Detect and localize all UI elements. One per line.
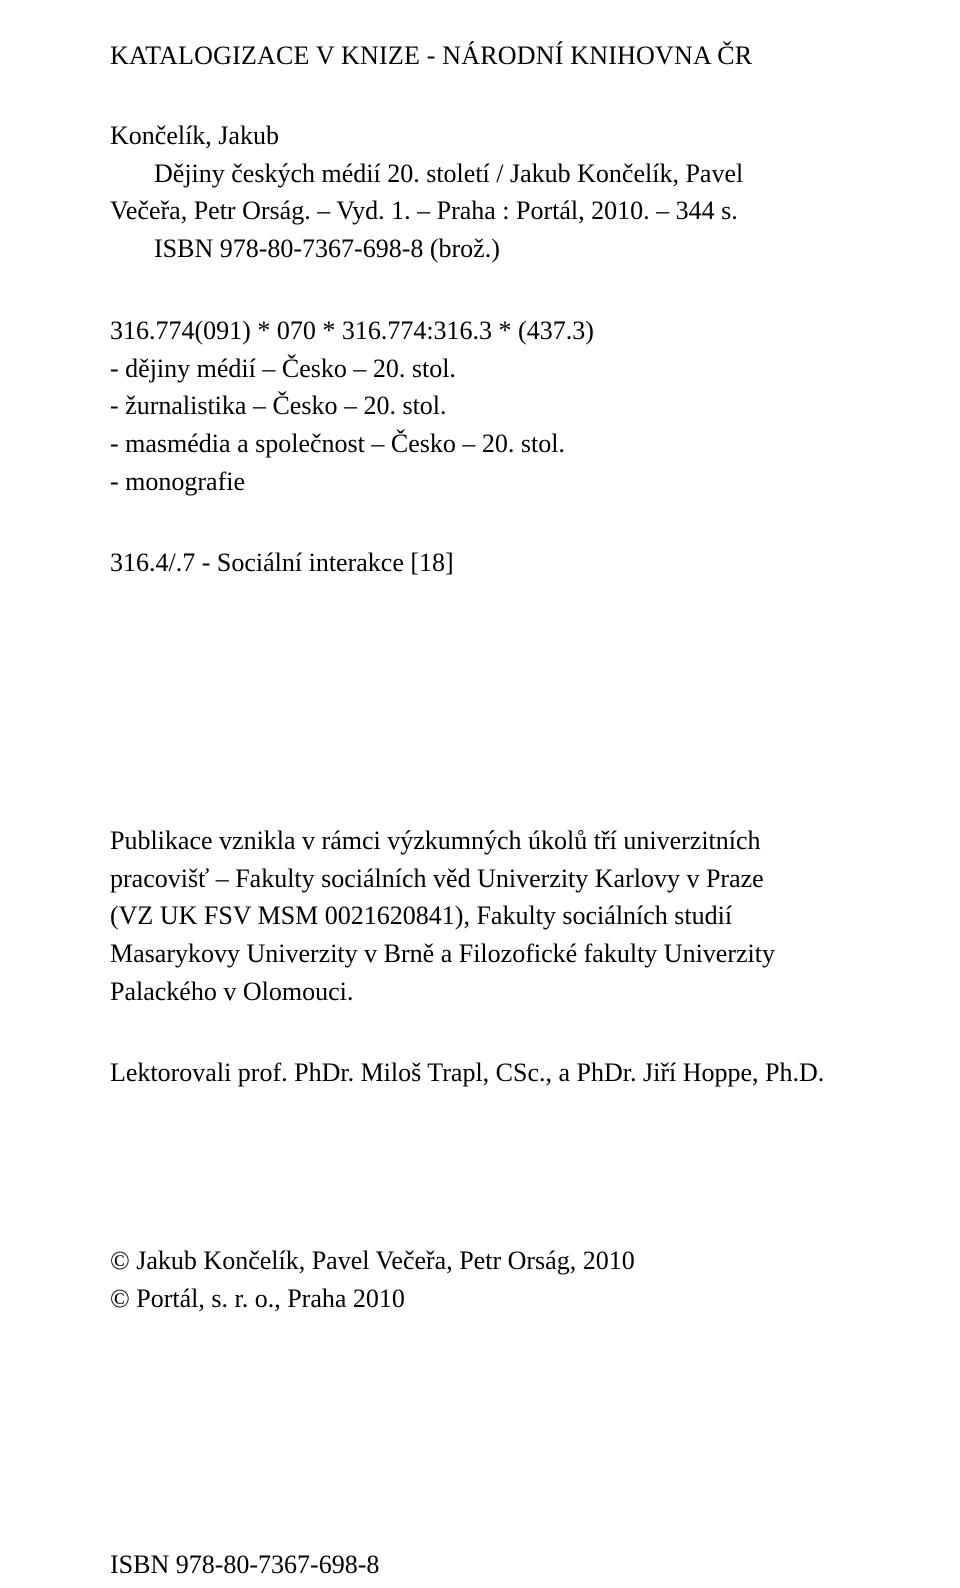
subject-line: - masmédia a společnost – Česko – 20. st… xyxy=(110,425,850,463)
publication-note-line: Masarykovy Univerzity v Brně a Filozofic… xyxy=(110,935,850,973)
copyright-line: © Portál, s. r. o., Praha 2010 xyxy=(110,1280,850,1318)
publication-note-line: Publikace vznikla v rámci výzkumných úko… xyxy=(110,822,850,860)
isbn-bottom: ISBN 978-80-7367-698-8 xyxy=(110,1550,379,1580)
copyright-line: © Jakub Končelík, Pavel Večeřa, Petr Ors… xyxy=(110,1242,850,1280)
catalog-entry-line: Dějiny českých médií 20. století / Jakub… xyxy=(110,155,850,193)
publication-note-line: (VZ UK FSV MSM 0021620841), Fakulty soci… xyxy=(110,897,850,935)
publication-note-line: Palackého v Olomouci. xyxy=(110,973,850,1011)
page-container: KATALOGIZACE V KNIZE - NÁRODNÍ KNIHOVNA … xyxy=(0,0,960,1588)
author-name: Končelík, Jakub xyxy=(110,117,850,155)
subject-line: - žurnalistika – Česko – 20. stol. xyxy=(110,387,850,425)
subject-line: - monografie xyxy=(110,463,850,501)
classification-code: 316.774(091) * 070 * 316.774:316.3 * (43… xyxy=(110,312,850,350)
catalog-entry-line: Večeřa, Petr Orság. – Vyd. 1. – Praha : … xyxy=(110,192,850,230)
classification-secondary: 316.4/.7 - Sociální interakce [18] xyxy=(110,544,850,582)
subject-line: - dějiny médií – Česko – 20. stol. xyxy=(110,350,850,388)
catalog-header: KATALOGIZACE V KNIZE - NÁRODNÍ KNIHOVNA … xyxy=(110,38,850,73)
reviewers-line: Lektorovali prof. PhDr. Miloš Trapl, CSc… xyxy=(110,1054,850,1092)
publication-note-line: pracovišť – Fakulty sociálních věd Unive… xyxy=(110,860,850,898)
catalog-isbn-line: ISBN 978-80-7367-698-8 (brož.) xyxy=(110,230,850,268)
